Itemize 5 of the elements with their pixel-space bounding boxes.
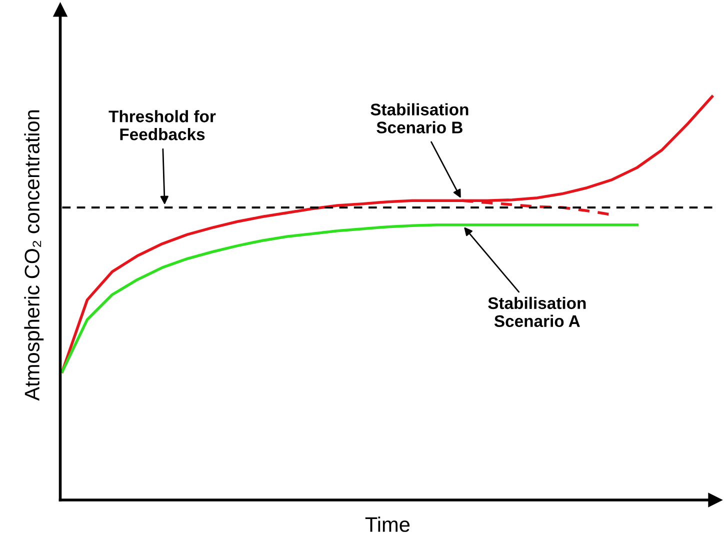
x-axis-title: Time	[365, 516, 410, 532]
ref-line-label: Threshold for Feedbacks	[108, 110, 216, 140]
annotation: Stabilisation Scenario B	[370, 103, 468, 134]
y-axis-title: Atmospheric CO₂ concentration	[24, 110, 44, 401]
annotation: Stabilisation Scenario A	[488, 296, 586, 328]
